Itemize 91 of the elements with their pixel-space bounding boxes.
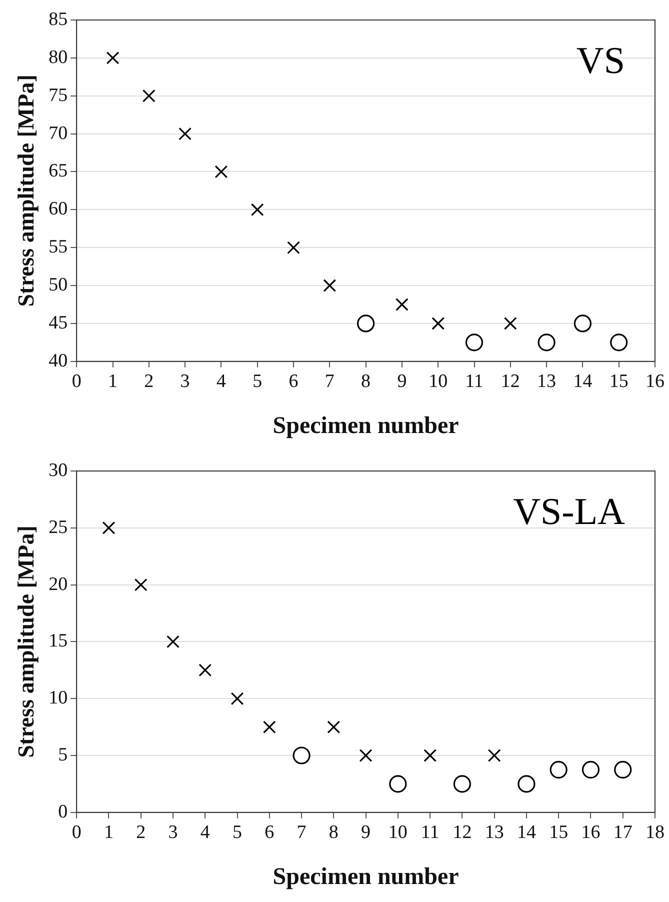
y-tick-label: 70 (48, 122, 68, 144)
x-tick-label: 13 (484, 822, 504, 843)
y-tick-label: 15 (48, 630, 68, 652)
point (102, 521, 116, 534)
y-tick-label: 5 (58, 744, 68, 766)
point (614, 760, 632, 779)
y-tick-label: 45 (48, 312, 68, 334)
point (432, 317, 445, 330)
x-tick-label: 3 (168, 822, 178, 843)
point (395, 298, 408, 311)
x-tick-label: 7 (296, 822, 306, 843)
annotation: VS-LA (513, 490, 626, 533)
point (453, 775, 471, 793)
point (198, 664, 212, 677)
point (323, 279, 336, 292)
point (292, 746, 310, 764)
x-tick-label: 17 (613, 822, 632, 843)
point (357, 314, 375, 332)
y-tick-label: 65 (48, 160, 68, 182)
x-tick-label: 13 (537, 370, 556, 392)
x-tick-label: 9 (397, 370, 407, 392)
x-tick-label: 11 (465, 370, 484, 392)
point (389, 775, 407, 793)
point (518, 775, 536, 793)
x-tick-label: 12 (500, 370, 520, 392)
y-tick-label: 60 (48, 198, 68, 220)
point (166, 635, 180, 648)
x-tick-label: 14 (516, 822, 536, 843)
point (610, 334, 628, 352)
x-tick-label: 2 (136, 822, 146, 843)
x-tick-label: 3 (180, 370, 190, 392)
x-tick-label: 9 (361, 822, 371, 843)
x-tick-label: 18 (646, 822, 664, 843)
point (424, 749, 437, 762)
y-axis-title: Stress amplitude [MPa] (14, 526, 39, 758)
y-tick-label: 25 (48, 516, 68, 538)
x-tick-label: 15 (549, 822, 568, 843)
x-tick-label: 14 (573, 370, 593, 392)
x-tick-label: 11 (420, 822, 440, 843)
y-tick-label: 30 (48, 460, 68, 481)
point (538, 334, 556, 352)
y-tick-label: 40 (48, 350, 68, 372)
y-tick-label: 55 (48, 236, 68, 258)
x-tick-label: 0 (72, 370, 82, 392)
point (134, 578, 148, 592)
point (230, 692, 244, 706)
x-tick-label: 5 (232, 822, 242, 843)
point (504, 317, 517, 330)
point (178, 127, 192, 140)
y-tick-label: 10 (48, 688, 68, 709)
x-tick-label: 1 (104, 822, 114, 843)
x-tick-label: 7 (324, 370, 334, 392)
point (550, 760, 568, 779)
y-tick-label: 20 (48, 574, 68, 595)
x-tick-label: 10 (428, 370, 448, 392)
x-axis-title: Specimen number (272, 864, 460, 890)
point (262, 720, 276, 734)
x-tick-label: 16 (646, 370, 664, 392)
x-axis-title: Specimen number (272, 412, 460, 439)
x-tick-label: 6 (264, 822, 274, 843)
point (214, 165, 228, 178)
x-tick-label: 0 (72, 822, 82, 843)
point (488, 749, 501, 762)
x-tick-label: 4 (216, 370, 226, 392)
point (142, 89, 156, 102)
y-tick-label: 85 (48, 8, 68, 30)
y-axis-title: Stress amplitude [MPa] (14, 74, 39, 307)
x-tick-label: 2 (144, 370, 154, 392)
point (582, 760, 600, 779)
x-tick-label: 6 (288, 370, 298, 392)
point (465, 334, 484, 352)
y-tick-label: 75 (48, 84, 68, 106)
x-tick-label: 16 (581, 822, 600, 843)
x-tick-label: 5 (252, 370, 262, 392)
annotation: VS (576, 40, 625, 82)
x-tick-label: 10 (388, 822, 408, 843)
point (287, 241, 300, 254)
x-tick-label: 15 (609, 370, 628, 392)
x-tick-label: 8 (361, 370, 371, 392)
point (106, 51, 120, 64)
x-tick-label: 12 (452, 822, 472, 843)
point (250, 203, 264, 216)
x-tick-label: 1 (108, 370, 118, 392)
x-tick-label: 8 (328, 822, 338, 843)
point (359, 749, 372, 762)
point (574, 314, 592, 332)
y-tick-label: 80 (48, 46, 68, 68)
y-tick-label: 50 (48, 274, 68, 296)
point (327, 720, 340, 734)
y-tick-label: 0 (58, 801, 68, 822)
x-tick-label: 4 (200, 822, 210, 843)
